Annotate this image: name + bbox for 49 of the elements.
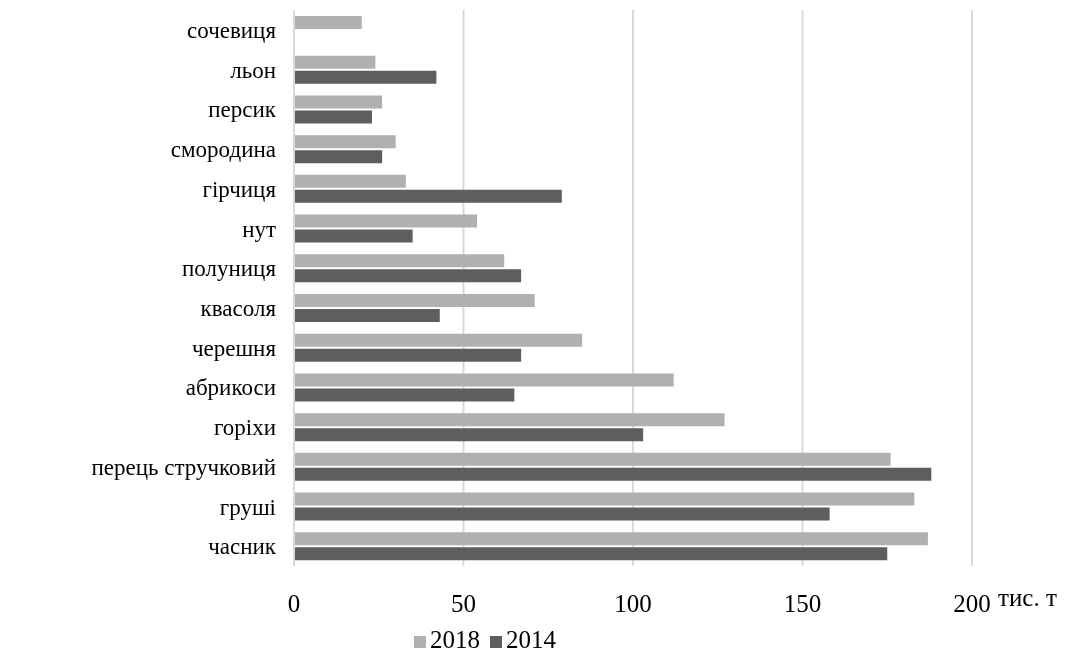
- legend-label: 2014: [506, 626, 556, 653]
- y-tick-label: гірчиця: [202, 176, 277, 202]
- bar: [294, 269, 522, 283]
- y-tick-label: льон: [230, 57, 276, 83]
- bar: [294, 492, 915, 506]
- y-tick-label: сочевиця: [187, 18, 277, 44]
- bar: [294, 388, 515, 402]
- bar: [294, 189, 562, 203]
- bar: [294, 467, 932, 481]
- bar: [294, 55, 376, 69]
- bar: [294, 547, 888, 561]
- x-tick-label: 200: [953, 589, 991, 617]
- y-tick-label: квасоля: [200, 296, 277, 322]
- y-tick-label: груші: [219, 494, 276, 520]
- bar: [294, 229, 413, 243]
- y-tick-label: черешня: [191, 335, 277, 361]
- bar: [294, 309, 440, 322]
- bar: [294, 452, 891, 466]
- y-tick-label: полуниця: [182, 256, 277, 282]
- legend-label: 2018: [430, 626, 480, 653]
- bar: [294, 135, 396, 149]
- bar: [294, 348, 522, 362]
- x-tick-label: 0: [287, 589, 301, 617]
- bar: [294, 333, 583, 347]
- bar: [294, 214, 478, 228]
- bar: [294, 254, 505, 268]
- x-tick-label: 150: [783, 589, 822, 617]
- bar: [294, 532, 928, 546]
- x-tick-label: 50: [451, 589, 476, 617]
- bar: [294, 110, 372, 124]
- bar: [294, 507, 830, 521]
- x-axis-title: тис. т: [998, 584, 1057, 612]
- y-tick-label: нут: [242, 216, 276, 242]
- bar: [294, 294, 535, 307]
- bar: [294, 70, 437, 84]
- bar: [294, 174, 406, 188]
- bar: [294, 428, 644, 442]
- y-tick-label: смородина: [170, 137, 276, 163]
- bar: [294, 16, 362, 29]
- x-tick-label: 100: [614, 589, 652, 617]
- y-tick-label: персик: [208, 97, 277, 123]
- y-tick-label: горіхи: [213, 415, 276, 441]
- bar: [294, 150, 383, 164]
- bar: [294, 95, 383, 109]
- y-tick-label: перець стручковий: [91, 454, 276, 480]
- bar: [294, 413, 725, 427]
- bar: [294, 373, 674, 387]
- y-tick-label: часник: [208, 534, 277, 560]
- y-tick-label: абрикоси: [185, 375, 276, 401]
